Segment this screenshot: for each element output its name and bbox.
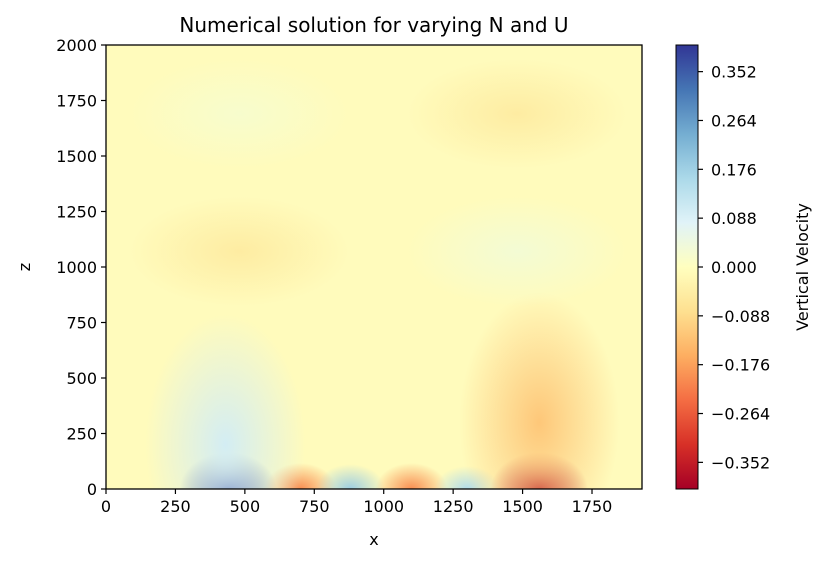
y-tick-label: 1000 <box>56 258 97 277</box>
colorbar-tick-label: −0.352 <box>711 453 770 472</box>
y-tick-label: 250 <box>66 425 97 444</box>
colorbar-label: Vertical Velocity <box>793 203 812 331</box>
x-tick-label: 750 <box>299 497 330 516</box>
x-tick-label: 250 <box>160 497 191 516</box>
heatmap-feature <box>407 58 628 169</box>
heatmap-feature <box>375 463 448 489</box>
chart-title: Numerical solution for varying N and U <box>179 13 568 37</box>
colorbar-tick-label: 0.264 <box>711 111 757 130</box>
colorbar-tick-label: 0.088 <box>711 209 757 228</box>
heatmap-layer <box>129 58 628 489</box>
colorbar-tick-label: −0.264 <box>711 405 770 424</box>
plot-area <box>105 44 643 490</box>
x-tick-label: 1750 <box>572 497 613 516</box>
y-tick-label: 0 <box>87 480 97 499</box>
heatmap-feature <box>407 196 628 307</box>
x-tick-label: 0 <box>101 497 111 516</box>
x-tick-label: 1000 <box>363 497 404 516</box>
heatmap-feature <box>129 196 350 307</box>
colorbar-ticks: 0.352 0.264 0.176 0.088 0.000 −0.088 −0.176 −0.… <box>698 63 770 472</box>
y-axis: 0 250 500 750 1000 1250 1500 1750 2000 <box>56 36 106 499</box>
colorbar-tick-label: 0.176 <box>711 160 757 179</box>
y-tick-label: 1750 <box>56 92 97 111</box>
y-tick-label: 500 <box>66 369 97 388</box>
y-tick-label: 750 <box>66 314 97 333</box>
x-axis: 0 250 500 750 1000 1250 1500 1750 <box>101 489 612 516</box>
x-tick-label: 1500 <box>502 497 543 516</box>
y-axis-label: z <box>15 263 34 271</box>
y-tick-label: 2000 <box>56 36 97 55</box>
colorbar-tick-label: −0.088 <box>711 307 770 326</box>
colorbar: 0.352 0.264 0.176 0.088 0.000 −0.088 −0.176 −0.… <box>675 44 812 490</box>
colorbar-tick-label: 0.000 <box>711 258 757 277</box>
heatmap-feature <box>315 464 385 489</box>
y-tick-label: 1250 <box>56 203 97 222</box>
x-tick-label: 1250 <box>433 497 474 516</box>
heatmap-feature <box>129 58 350 169</box>
colorbar-tick-label: −0.176 <box>711 356 770 375</box>
x-axis-label: x <box>369 530 378 549</box>
heatmap-feature <box>145 314 306 489</box>
colorbar-gradient <box>675 44 699 490</box>
x-tick-label: 500 <box>230 497 261 516</box>
heatmap-feature <box>459 292 620 489</box>
y-tick-label: 1500 <box>56 147 97 166</box>
colorbar-tick-label: 0.352 <box>711 63 757 82</box>
